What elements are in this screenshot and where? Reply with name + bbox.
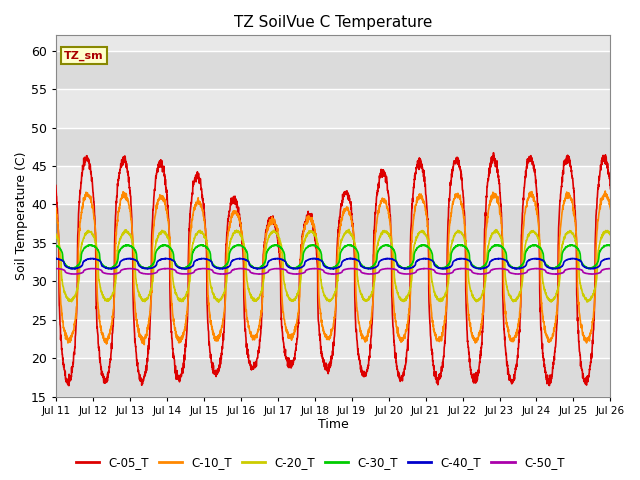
C-50_T xyxy=(228,268,236,274)
C-50_T xyxy=(468,269,476,275)
C-05_T xyxy=(468,376,476,382)
Legend: C-05_T, C-10_T, C-20_T, C-30_T, C-40_T, C-50_T: C-05_T, C-10_T, C-20_T, C-30_T, C-40_T, … xyxy=(71,452,569,474)
Line: C-50_T: C-50_T xyxy=(56,268,611,274)
X-axis label: Time: Time xyxy=(317,419,349,432)
Line: C-40_T: C-40_T xyxy=(56,258,611,269)
Line: C-05_T: C-05_T xyxy=(56,153,611,385)
C-50_T xyxy=(439,271,447,277)
Bar xyxy=(56,320,611,358)
C-10_T xyxy=(509,335,517,341)
Y-axis label: Soil Temperature (C): Soil Temperature (C) xyxy=(15,152,28,280)
Line: C-10_T: C-10_T xyxy=(56,191,611,345)
C-40_T xyxy=(107,266,115,272)
C-20_T xyxy=(345,227,353,232)
C-30_T xyxy=(235,242,243,248)
Line: C-30_T: C-30_T xyxy=(56,245,611,269)
C-05_T xyxy=(439,357,447,363)
C-40_T xyxy=(236,255,244,261)
C-30_T xyxy=(228,246,236,252)
C-30_T xyxy=(607,242,614,248)
C-05_T xyxy=(510,375,518,381)
C-30_T xyxy=(400,266,408,272)
C-10_T xyxy=(602,188,609,194)
C-05_T xyxy=(490,150,497,156)
C-40_T xyxy=(510,265,518,271)
C-30_T xyxy=(439,265,447,271)
C-20_T xyxy=(469,292,477,298)
C-10_T xyxy=(228,215,236,220)
C-40_T xyxy=(52,256,60,262)
C-10_T xyxy=(439,328,447,334)
C-30_T xyxy=(404,264,412,270)
C-20_T xyxy=(228,235,236,240)
C-30_T xyxy=(52,243,60,249)
C-50_T xyxy=(588,271,596,277)
C-05_T xyxy=(65,383,73,388)
C-20_T xyxy=(215,300,223,305)
C-10_T xyxy=(52,208,60,214)
Bar xyxy=(56,51,611,89)
C-20_T xyxy=(607,231,614,237)
C-50_T xyxy=(52,266,60,272)
C-40_T xyxy=(439,265,447,271)
Title: TZ SoilVue C Temperature: TZ SoilVue C Temperature xyxy=(234,15,432,30)
Bar xyxy=(56,358,611,396)
C-30_T xyxy=(469,263,477,268)
C-50_T xyxy=(439,271,447,277)
C-05_T xyxy=(52,182,60,188)
Line: C-20_T: C-20_T xyxy=(56,229,611,302)
Bar xyxy=(56,243,611,281)
C-50_T xyxy=(404,271,412,277)
C-20_T xyxy=(439,296,447,301)
C-20_T xyxy=(52,231,60,237)
Bar xyxy=(56,128,611,166)
C-40_T xyxy=(404,266,412,272)
C-10_T xyxy=(607,206,614,212)
C-10_T xyxy=(140,342,148,348)
C-30_T xyxy=(510,265,518,271)
Text: TZ_sm: TZ_sm xyxy=(64,51,104,61)
Bar xyxy=(56,281,611,320)
C-30_T xyxy=(440,265,447,271)
C-20_T xyxy=(510,298,518,304)
C-50_T xyxy=(509,271,517,276)
C-10_T xyxy=(439,329,447,335)
Bar xyxy=(56,89,611,128)
C-05_T xyxy=(228,198,236,204)
C-05_T xyxy=(607,186,614,192)
C-10_T xyxy=(404,325,412,331)
C-40_T xyxy=(440,266,447,272)
C-05_T xyxy=(439,364,447,370)
C-40_T xyxy=(228,258,236,264)
C-40_T xyxy=(469,264,477,269)
C-20_T xyxy=(404,293,412,299)
C-20_T xyxy=(440,295,447,301)
C-40_T xyxy=(607,256,614,262)
Bar xyxy=(56,204,611,243)
Bar xyxy=(56,166,611,204)
C-50_T xyxy=(607,265,614,271)
C-05_T xyxy=(404,346,412,351)
C-10_T xyxy=(468,335,476,340)
C-50_T xyxy=(310,265,318,271)
